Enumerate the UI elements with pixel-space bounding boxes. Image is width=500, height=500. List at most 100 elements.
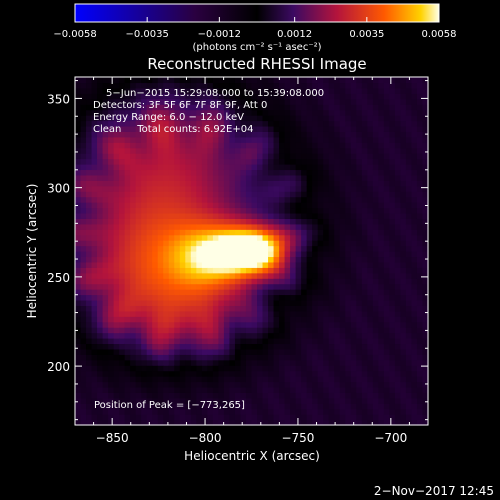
heatmap-cell xyxy=(80,245,87,252)
heatmap-cell xyxy=(168,180,175,187)
heatmap-cell xyxy=(157,131,164,138)
heatmap-cell xyxy=(229,223,236,230)
heatmap-cell xyxy=(179,180,186,187)
heatmap-cell xyxy=(405,120,413,127)
heatmap-cell xyxy=(273,289,280,296)
heatmap-cell xyxy=(389,185,396,192)
heatmap-cell xyxy=(218,289,225,296)
heatmap-cell xyxy=(190,180,197,187)
heatmap-cell xyxy=(234,169,242,176)
heatmap-cell xyxy=(108,125,115,132)
heatmap-cell xyxy=(361,136,368,143)
heatmap-cell xyxy=(383,234,390,241)
heatmap-cell xyxy=(312,125,319,132)
heatmap-cell xyxy=(268,278,275,285)
heatmap-cell xyxy=(350,82,357,89)
heatmap-cell xyxy=(295,316,302,323)
heatmap-cell xyxy=(279,256,286,263)
heatmap-cell xyxy=(185,240,192,247)
heatmap-cell xyxy=(422,240,429,247)
heatmap-cell xyxy=(113,332,120,339)
heatmap-cell xyxy=(268,403,275,410)
heatmap-cell xyxy=(119,419,126,426)
heatmap-cell xyxy=(356,261,363,268)
heatmap-cell xyxy=(75,174,82,181)
heatmap-cell xyxy=(290,251,297,258)
heatmap-cell xyxy=(218,125,225,132)
heatmap-cell xyxy=(383,245,390,252)
heatmap-cell xyxy=(212,365,220,372)
heatmap-cell xyxy=(97,267,104,274)
heatmap-cell xyxy=(97,115,104,122)
plot-frame xyxy=(74,76,429,426)
heatmap-cell xyxy=(257,365,264,372)
heatmap-cell xyxy=(367,153,374,160)
heatmap-cell xyxy=(378,272,385,279)
heatmap-cell xyxy=(356,316,363,323)
heatmap-cell xyxy=(75,158,82,165)
heatmap-cell xyxy=(389,158,396,165)
heatmap-cell xyxy=(268,240,275,247)
heatmap-cell xyxy=(168,77,175,84)
heatmap-cell xyxy=(223,240,231,247)
heatmap-cell xyxy=(367,218,374,225)
heatmap-cell xyxy=(97,338,104,345)
heatmap-cell xyxy=(317,125,324,132)
heatmap-cell xyxy=(240,403,247,410)
heatmap-cell xyxy=(97,343,104,350)
heatmap-cell xyxy=(422,261,429,268)
heatmap-cell xyxy=(405,169,413,176)
heatmap-cell xyxy=(157,169,164,176)
heatmap-cell xyxy=(119,104,126,111)
heatmap-cell xyxy=(422,174,429,181)
heatmap-cell xyxy=(229,348,236,355)
heatmap-cell xyxy=(135,180,142,187)
heatmap-cell xyxy=(174,386,181,393)
heatmap-cell xyxy=(323,93,330,100)
heatmap-cell xyxy=(383,229,390,236)
heatmap-cell xyxy=(416,104,424,111)
heatmap-cell xyxy=(339,115,346,122)
heatmap-cell xyxy=(157,310,164,317)
heatmap-cell xyxy=(389,299,396,306)
heatmap-cell xyxy=(102,115,109,122)
heatmap-cell xyxy=(91,245,98,252)
heatmap-cell xyxy=(394,164,402,171)
heatmap-cell xyxy=(251,370,258,377)
heatmap-cell xyxy=(102,207,109,214)
heatmap-cell xyxy=(245,185,253,192)
heatmap-cell xyxy=(389,125,396,132)
heatmap-cell xyxy=(97,261,104,268)
heatmap-cell xyxy=(411,272,418,279)
heatmap-cell xyxy=(356,202,363,209)
heatmap-cell xyxy=(185,234,192,241)
heatmap-cell xyxy=(135,147,142,154)
heatmap-cell xyxy=(146,87,153,94)
heatmap-cell xyxy=(75,370,82,377)
heatmap-cell xyxy=(185,169,192,176)
heatmap-cell xyxy=(245,87,253,94)
heatmap-cell xyxy=(290,365,297,372)
heatmap-cell xyxy=(190,338,197,345)
heatmap-cell xyxy=(405,153,413,160)
heatmap-cell xyxy=(262,359,269,366)
heatmap-cell xyxy=(124,316,131,323)
heatmap-cell xyxy=(394,174,402,181)
heatmap-cell xyxy=(317,305,324,312)
heatmap-cell xyxy=(356,408,363,415)
heatmap-cell xyxy=(141,316,148,323)
heatmap-cell xyxy=(86,196,93,203)
heatmap-cell xyxy=(80,359,87,366)
heatmap-cell xyxy=(251,348,258,355)
heatmap-cell xyxy=(301,120,308,127)
heatmap-cell xyxy=(207,332,214,339)
heatmap-cell xyxy=(135,87,142,94)
heatmap-cell xyxy=(317,338,324,345)
heatmap-cell xyxy=(119,327,126,334)
heatmap-cell xyxy=(416,414,424,421)
heatmap-cell xyxy=(223,338,231,345)
heatmap-cell xyxy=(229,403,236,410)
heatmap-cell xyxy=(317,414,324,421)
heatmap-cell xyxy=(372,414,379,421)
heatmap-cell xyxy=(312,305,319,312)
